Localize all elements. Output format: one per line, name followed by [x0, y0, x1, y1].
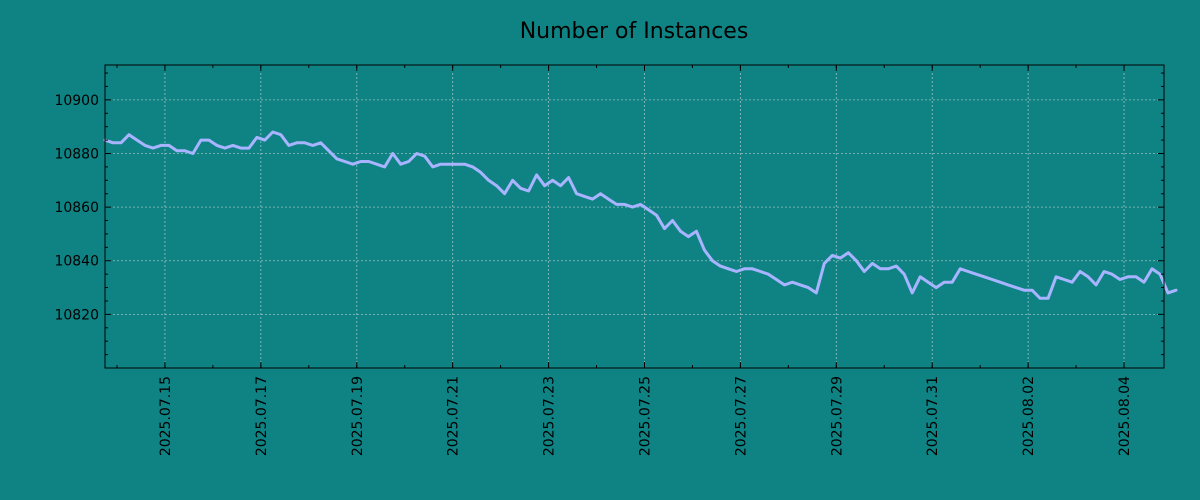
series-layer [103, 130, 1178, 300]
x-tick-label: 2025.07.25 [637, 376, 653, 456]
x-tick-label: 2025.07.23 [542, 376, 558, 456]
y-tick-label: 10840 [54, 254, 99, 270]
chart-title: Number of Instances [520, 19, 749, 44]
x-tick-label: 2025.07.21 [446, 376, 462, 456]
plot-frame [104, 64, 1165, 369]
y-tick-label: 10900 [54, 93, 99, 109]
x-tick-label: 2025.07.29 [829, 376, 845, 456]
x-tick-label: 2025.07.27 [733, 376, 749, 456]
grid-lines [105, 65, 1164, 368]
x-tick-label: 2025.08.04 [1117, 376, 1133, 456]
x-tick-label: 2025.07.17 [254, 376, 270, 456]
y-tick-labels: 10820 10840 10860 10880 10900 [54, 93, 99, 324]
x-tick-label: 2025.07.31 [925, 376, 941, 456]
y-tick-label: 10880 [54, 146, 99, 162]
x-tick-label: 2025.07.15 [158, 376, 174, 456]
x-tick-label: 2025.08.02 [1021, 376, 1037, 456]
x-tick-labels: 2025.07.15 2025.07.17 2025.07.19 2025.07.21… [158, 376, 1133, 456]
y-tick-label: 10860 [54, 200, 99, 216]
x-tick-label: 2025.07.19 [350, 376, 366, 456]
y-tick-label: 10820 [54, 307, 99, 323]
tick-marks [105, 65, 1164, 368]
series-line [103, 130, 1178, 300]
